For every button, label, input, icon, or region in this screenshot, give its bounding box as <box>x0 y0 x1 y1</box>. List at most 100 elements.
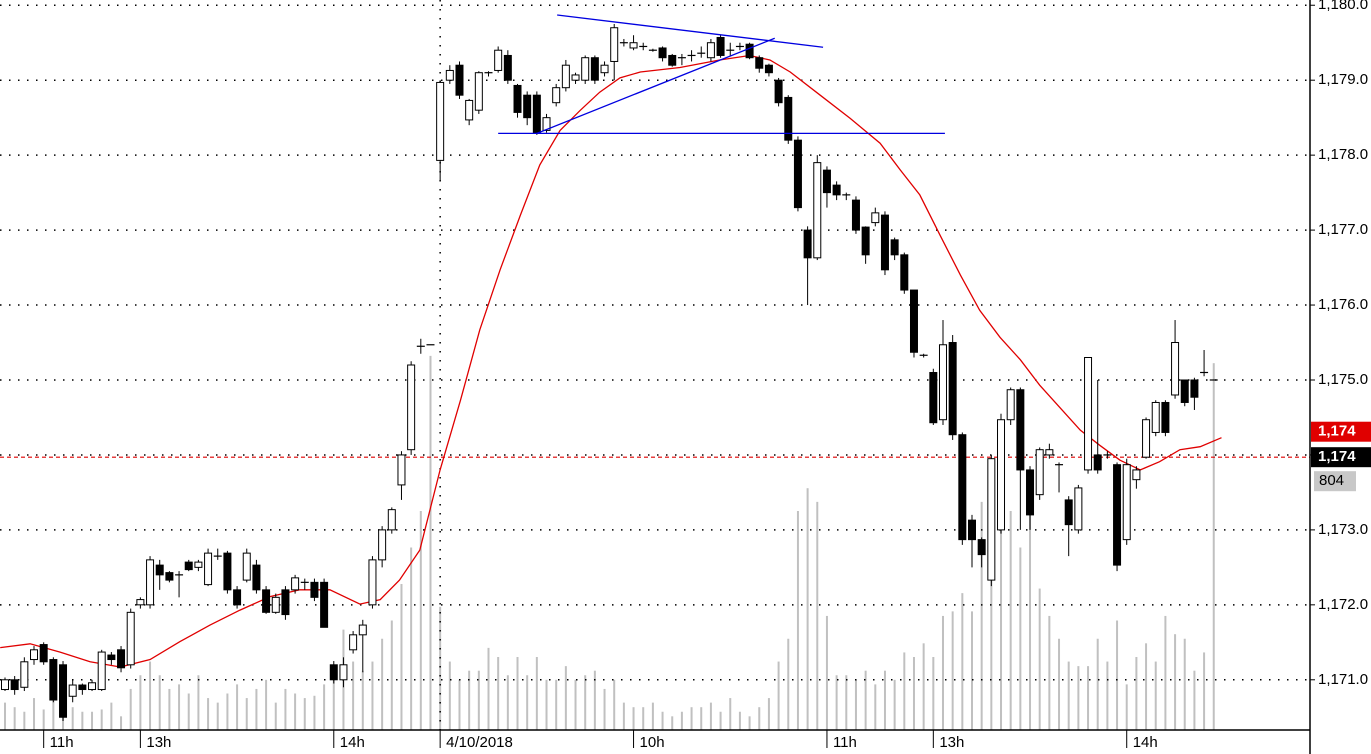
candle-body <box>378 529 387 561</box>
y-tick-label: 1,180.0 <box>1318 0 1368 13</box>
volume-bar <box>139 675 142 730</box>
volume-bar <box>1174 634 1177 730</box>
volume-bar <box>236 684 239 730</box>
volume-bar <box>951 611 954 730</box>
volume-bar <box>777 661 780 730</box>
volume-bar <box>1009 511 1012 730</box>
volume-bar <box>1029 511 1032 730</box>
volume-bar <box>584 675 587 730</box>
candle-body <box>658 47 667 59</box>
volume-bar <box>719 711 722 730</box>
candle-body <box>136 599 145 606</box>
candle-body <box>909 289 918 353</box>
volume-bar <box>197 675 200 730</box>
volume-bar <box>622 702 625 730</box>
volume-bar <box>1145 643 1148 730</box>
x-tick-label: 14h <box>1133 734 1158 751</box>
volume-bar <box>284 688 287 730</box>
volume-bar <box>149 661 152 730</box>
volume-bar <box>922 643 925 730</box>
volume-bar <box>932 657 935 730</box>
volume-bar <box>1135 657 1138 730</box>
volume-bar <box>410 547 413 730</box>
volume-bar <box>1203 652 1206 730</box>
volume-bar <box>545 679 548 730</box>
volume-bar <box>129 688 132 730</box>
volume-bar <box>381 638 384 730</box>
volume-bar <box>245 698 248 730</box>
volume-bar <box>332 679 335 730</box>
volume-bar <box>91 711 94 730</box>
volume-bar <box>168 688 171 730</box>
volume-bar <box>1154 661 1157 730</box>
candle-body <box>764 64 773 74</box>
volume-bar <box>361 670 364 730</box>
candle-body <box>20 661 29 688</box>
candle-body <box>30 649 39 661</box>
volume-bar <box>603 688 606 730</box>
candle-body <box>310 581 319 598</box>
candle-body <box>252 564 261 591</box>
candle-body <box>349 634 358 651</box>
volume-bar <box>574 679 577 730</box>
volume-bar <box>207 698 210 730</box>
candle-body <box>146 559 155 606</box>
candle-body <box>10 679 19 691</box>
candle-body <box>581 57 590 81</box>
volume-bar <box>458 679 461 730</box>
volume-bar <box>352 661 355 730</box>
candle-body <box>1171 342 1180 396</box>
volume-bar <box>390 620 393 730</box>
volume-bar <box>864 670 867 730</box>
candle-body <box>194 561 203 568</box>
candle-body <box>977 539 986 556</box>
candle-body <box>271 596 280 613</box>
candle-body <box>1045 449 1054 456</box>
volume-bar <box>439 606 442 730</box>
volume-bar <box>883 670 886 730</box>
candle-body <box>1035 449 1044 496</box>
candle-body <box>474 72 483 111</box>
y-tick-label: 1,177.0 <box>1318 221 1368 238</box>
volume-bar <box>33 698 36 730</box>
volume-bar <box>52 693 55 730</box>
volume-bar <box>758 707 761 730</box>
candle-body <box>1074 487 1083 531</box>
candle-body <box>126 611 135 666</box>
volume-bar <box>854 679 857 730</box>
volume-bar <box>787 638 790 730</box>
candle-body <box>532 94 541 134</box>
volume-bar <box>1058 638 1061 730</box>
candle-body <box>1142 419 1151 458</box>
candle-body <box>1151 401 1160 433</box>
volume-bar <box>1183 638 1186 730</box>
y-tick-label: 1,172.0 <box>1318 596 1368 613</box>
candle-body <box>513 84 522 113</box>
x-tick-label: 13h <box>146 734 171 751</box>
candle-body <box>523 94 532 119</box>
candle-body <box>1093 454 1102 471</box>
candle-body <box>291 577 300 591</box>
volume-bar <box>671 716 674 730</box>
candle-body <box>184 561 193 571</box>
volume-bar <box>796 511 799 730</box>
volume-bar <box>216 702 219 730</box>
volume-bar <box>555 679 558 730</box>
volume-bar <box>400 584 403 730</box>
moving-average <box>0 54 1222 668</box>
candle-body <box>165 572 174 581</box>
volume-bar <box>971 611 973 730</box>
volume-bar <box>506 675 509 730</box>
volume-bar <box>767 698 770 730</box>
candle-body <box>78 684 87 691</box>
candle-body <box>445 69 454 81</box>
volume-bar <box>700 707 703 730</box>
y-tick-label: 1,173.0 <box>1318 521 1368 538</box>
x-tick-label: 11h <box>833 734 857 751</box>
x-tick-label: 10h <box>640 734 665 751</box>
volume-bar <box>980 501 983 730</box>
candle-body <box>88 682 97 691</box>
volume-bar <box>835 675 838 730</box>
